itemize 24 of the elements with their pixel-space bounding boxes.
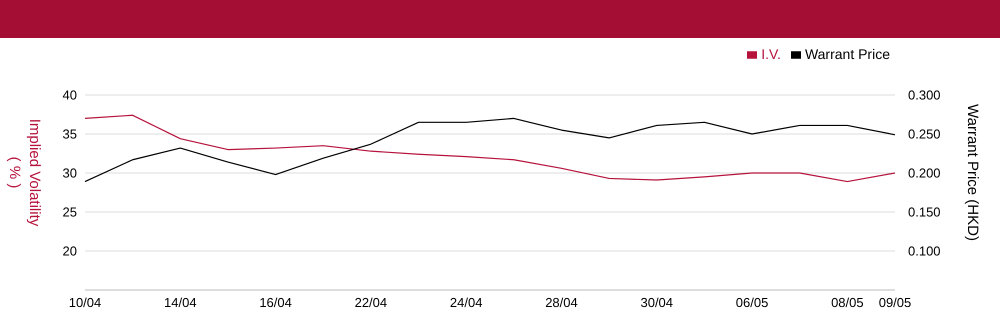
legend-label: Warrant Price bbox=[804, 46, 890, 62]
y-tick-label: 25 bbox=[62, 204, 77, 220]
y-tick-label: 30 bbox=[62, 166, 77, 181]
x-tick-label: 06/05 bbox=[736, 295, 768, 310]
legend-label: I.V. bbox=[761, 46, 781, 62]
y2-tick-label: 0.150 bbox=[908, 204, 941, 220]
x-tick-label: 28/04 bbox=[545, 295, 578, 310]
y-tick-label: 40 bbox=[62, 88, 77, 103]
x-tick-label: 24/04 bbox=[450, 295, 482, 310]
y2-tick-label: 0.250 bbox=[908, 126, 941, 142]
x-tick-label: 09/05 bbox=[878, 295, 912, 310]
y-tick-label: 35 bbox=[62, 126, 77, 142]
y-axis-title: Implied Volatility ( % ) bbox=[6, 118, 43, 227]
y2-axis-title: Warrant Price (HKD) bbox=[964, 104, 981, 241]
x-tick-label: 08/05 bbox=[831, 295, 864, 310]
x-tick-label: 22/04 bbox=[354, 295, 388, 310]
x-tick-label: 30/04 bbox=[640, 295, 674, 310]
x-tick-label: 10/04 bbox=[68, 295, 102, 310]
y2-tick-label: 0.100 bbox=[908, 244, 941, 259]
y2-tick-label: 0.200 bbox=[908, 166, 941, 181]
y2-tick-label: 0.300 bbox=[908, 88, 941, 103]
x-tick-label: 14/04 bbox=[164, 295, 197, 310]
y-tick-label: 20 bbox=[62, 244, 77, 259]
x-tick-label: 16/04 bbox=[259, 295, 292, 310]
